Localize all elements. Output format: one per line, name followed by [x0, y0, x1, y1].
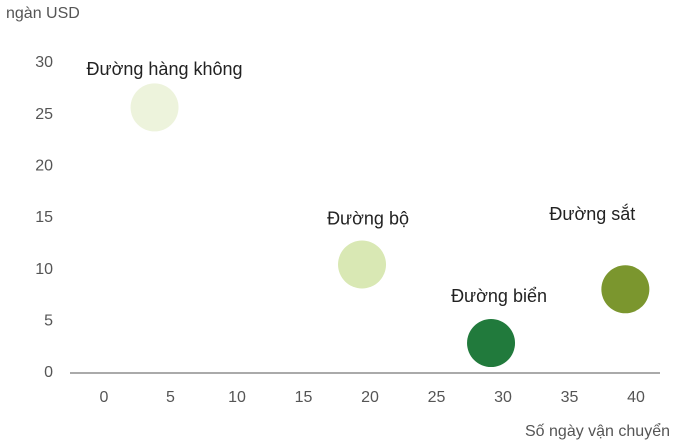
y-tick-label: 25	[35, 106, 53, 123]
point-label: Đường biển	[451, 286, 547, 306]
point-label: Đường bộ	[327, 208, 409, 228]
y-tick-label: 0	[44, 364, 53, 381]
y-tick-label: 5	[44, 313, 53, 330]
x-tick-label: 30	[494, 389, 512, 406]
x-tick-label: 0	[100, 389, 109, 406]
y-tick-label: 10	[35, 261, 53, 278]
x-tick-label: 20	[361, 389, 379, 406]
x-tick-label: 35	[561, 389, 579, 406]
x-tick-label: 5	[166, 389, 175, 406]
bubble	[130, 83, 179, 132]
x-axis-label: Số ngày vận chuyển	[525, 422, 670, 440]
x-tick-label: 25	[428, 389, 446, 406]
y-tick-label: 30	[35, 54, 53, 71]
bubble	[601, 265, 650, 314]
point-label: Đường sắt	[549, 203, 635, 224]
y-tick-label: 15	[35, 209, 53, 226]
y-tick-label: 20	[35, 158, 53, 175]
x-tick-label: 10	[228, 389, 246, 406]
bubble	[338, 240, 387, 289]
point-label: Đường hàng không	[87, 59, 243, 79]
x-tick-label: 40	[627, 389, 645, 406]
y-axis-label: ngàn USD	[6, 5, 80, 22]
x-tick-label: 15	[295, 389, 313, 406]
bubble	[467, 319, 516, 368]
